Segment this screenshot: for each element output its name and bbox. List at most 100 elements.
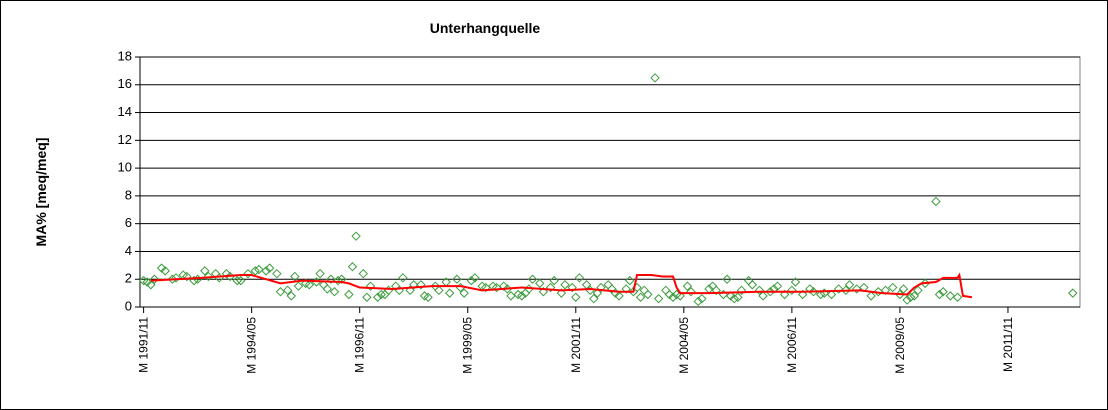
data-point xyxy=(664,289,675,300)
data-point xyxy=(372,292,383,302)
data-point xyxy=(243,268,253,279)
data-point xyxy=(596,282,606,293)
data-point xyxy=(347,262,358,272)
y-tick-label: 14 xyxy=(118,104,132,119)
y-tick-label: 18 xyxy=(118,48,132,63)
data-point xyxy=(754,285,765,296)
data-point xyxy=(725,291,736,301)
x-tick-label: M 1999/05 xyxy=(461,317,475,374)
data-point xyxy=(682,281,693,291)
data-point xyxy=(711,285,721,296)
y-tick-label: 4 xyxy=(125,243,132,258)
data-point xyxy=(376,289,387,300)
data-point xyxy=(621,284,631,294)
data-point xyxy=(574,273,585,283)
data-point xyxy=(423,292,433,302)
data-point xyxy=(787,285,797,296)
data-point xyxy=(282,285,293,296)
data-point xyxy=(293,281,304,291)
data-point xyxy=(538,287,549,297)
data-point xyxy=(221,268,232,279)
data-point xyxy=(736,285,747,296)
data-point xyxy=(203,271,214,282)
data-point xyxy=(909,291,920,301)
data-point xyxy=(365,281,376,291)
data-point xyxy=(945,291,956,301)
data-point xyxy=(286,291,296,301)
data-point xyxy=(675,291,685,301)
data-point xyxy=(841,285,851,296)
data-point xyxy=(232,275,242,286)
data-point xyxy=(614,291,624,301)
data-point xyxy=(693,296,703,307)
x-tick-label: M 2006/11 xyxy=(785,317,799,373)
x-tick-label: M 2001/11 xyxy=(569,317,583,373)
data-point xyxy=(304,280,314,290)
data-point xyxy=(405,285,415,296)
data-point xyxy=(329,287,340,297)
data-point xyxy=(351,231,361,241)
x-tick-label: M 2011/11 xyxy=(1001,317,1015,372)
data-point xyxy=(326,274,336,284)
data-point xyxy=(844,280,855,290)
data-point xyxy=(445,288,455,298)
data-point xyxy=(549,275,559,286)
data-point xyxy=(236,275,246,286)
data-point xyxy=(567,282,577,293)
data-point xyxy=(146,280,156,290)
data-point xyxy=(697,293,707,304)
data-point xyxy=(833,284,844,294)
data-point xyxy=(635,292,646,302)
data-point xyxy=(452,274,462,284)
data-point xyxy=(200,266,210,276)
data-point xyxy=(880,285,891,296)
data-point xyxy=(913,285,923,296)
data-point xyxy=(272,268,282,279)
data-point xyxy=(409,280,419,290)
data-point xyxy=(592,288,603,298)
data-point xyxy=(625,275,635,286)
data-point xyxy=(250,266,260,276)
data-point xyxy=(149,274,160,284)
data-point xyxy=(182,271,192,282)
data-point xyxy=(362,292,372,302)
x-tick-label: M 2009/05 xyxy=(893,317,907,374)
data-point xyxy=(142,277,152,287)
data-point xyxy=(535,278,545,289)
data-point xyxy=(650,73,660,83)
data-point xyxy=(772,281,783,291)
data-point xyxy=(545,282,556,293)
data-point xyxy=(344,289,354,300)
x-tick-label: M 1996/11 xyxy=(353,317,367,373)
data-point xyxy=(517,291,527,301)
data-point xyxy=(560,280,570,290)
data-point xyxy=(733,292,743,302)
data-point xyxy=(589,293,599,304)
data-point xyxy=(906,292,916,302)
data-point xyxy=(934,289,945,300)
y-tick-label: 10 xyxy=(118,160,132,175)
data-point xyxy=(826,289,837,300)
data-point xyxy=(254,264,264,275)
data-point xyxy=(333,275,343,286)
y-tick-label: 6 xyxy=(125,215,132,230)
data-point xyxy=(156,263,167,273)
data-point xyxy=(527,274,538,284)
data-point xyxy=(790,277,801,287)
data-point xyxy=(167,274,178,284)
data-point xyxy=(888,282,898,293)
data-point xyxy=(466,275,477,286)
y-tick-label: 12 xyxy=(118,132,132,147)
data-point xyxy=(866,291,876,301)
data-point xyxy=(643,289,653,300)
data-point xyxy=(264,263,275,273)
data-point xyxy=(171,273,181,283)
data-point xyxy=(722,274,732,284)
data-point xyxy=(459,288,469,298)
data-point xyxy=(499,281,509,291)
data-point xyxy=(315,268,325,279)
data-point xyxy=(747,280,757,290)
y-tick-label: 0 xyxy=(125,298,132,313)
data-point xyxy=(470,273,480,283)
data-point xyxy=(765,287,775,297)
